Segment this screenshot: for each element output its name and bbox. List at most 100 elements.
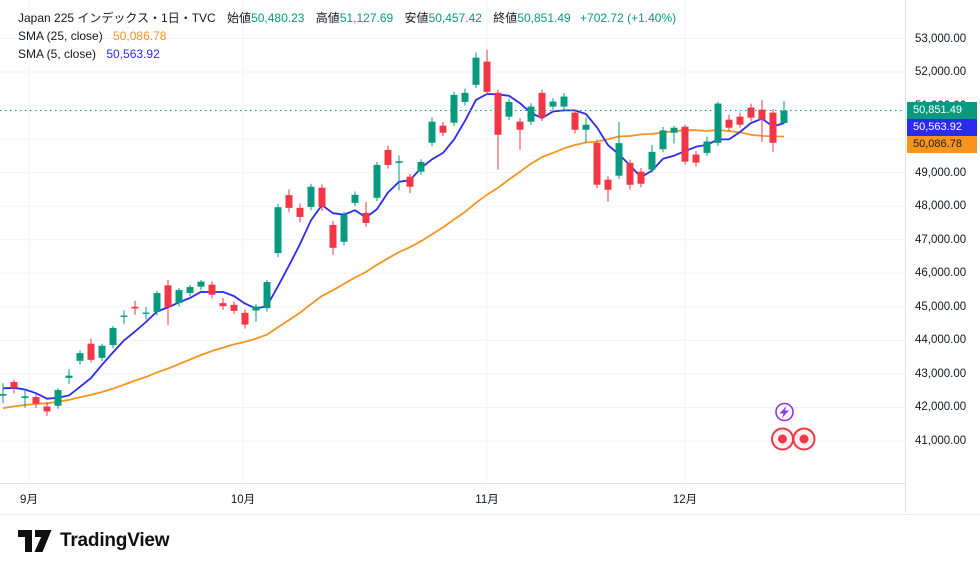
candle-body[interactable] <box>120 315 128 317</box>
candle-body[interactable] <box>714 103 722 143</box>
candle-body[interactable] <box>747 107 755 118</box>
price-axis-label: 41,000.00 <box>915 434 967 447</box>
close-label: 終値 <box>493 11 518 25</box>
legend: Japan 225 インデックス・1日・TVC 始値50,480.23 高値51… <box>18 9 676 63</box>
candle-body[interactable] <box>0 394 7 396</box>
candle-body[interactable] <box>362 212 370 223</box>
candle-body[interactable] <box>615 143 623 176</box>
candle-body[interactable] <box>450 94 458 123</box>
candle-body[interactable] <box>626 162 634 185</box>
candle-body[interactable] <box>758 109 766 120</box>
candle-body[interactable] <box>98 345 106 358</box>
candle-body[interactable] <box>659 130 667 150</box>
candle-body[interactable] <box>483 61 491 92</box>
candle-body[interactable] <box>21 396 29 399</box>
candle-body[interactable] <box>637 171 645 184</box>
price-axis-label: 47,000.00 <box>915 233 967 246</box>
candle-body[interactable] <box>516 121 524 130</box>
candle-body[interactable] <box>395 161 403 163</box>
sma5-value: 50,563.92 <box>106 47 160 61</box>
chart-pane[interactable] <box>0 0 980 513</box>
indicator-row-sma25[interactable]: SMA (25, close) 50,086.78 <box>18 27 676 45</box>
candle-body[interactable] <box>439 125 447 133</box>
candle-body[interactable] <box>241 312 249 325</box>
price-axis[interactable]: 53,000.0052,000.0051,000.0050,000.0049,0… <box>905 0 980 513</box>
candle-body[interactable] <box>780 110 788 124</box>
candle-body[interactable] <box>164 285 172 308</box>
candle-body[interactable] <box>153 293 161 312</box>
candle-body[interactable] <box>43 406 51 412</box>
candle-body[interactable] <box>538 92 546 118</box>
candle-body[interactable] <box>769 112 777 143</box>
candle-body[interactable] <box>472 57 480 85</box>
candlestick-series[interactable] <box>0 49 788 416</box>
candle-body[interactable] <box>65 375 73 378</box>
candle-body[interactable] <box>76 353 84 361</box>
candle-body[interactable] <box>692 154 700 163</box>
candle-body[interactable] <box>263 282 271 309</box>
time-axis-label: 12月 <box>672 494 698 506</box>
candle-body[interactable] <box>593 142 601 185</box>
candle-body[interactable] <box>560 96 568 107</box>
candle-body[interactable] <box>417 161 425 172</box>
candle-body[interactable] <box>175 290 183 304</box>
candle-body[interactable] <box>736 116 744 125</box>
candle-body[interactable] <box>219 303 227 307</box>
candle-body[interactable] <box>351 194 359 203</box>
candle-body[interactable] <box>527 106 535 122</box>
candle-body[interactable] <box>648 151 656 170</box>
candle-body[interactable] <box>329 224 337 248</box>
candle-body[interactable] <box>670 127 678 133</box>
symbol-title[interactable]: Japan 225 インデックス・1日・TVC <box>18 11 216 25</box>
time-axis-label: 10月 <box>230 494 256 506</box>
low-value: 50,457.42 <box>428 11 482 25</box>
sma5-name[interactable]: SMA (5, close) <box>18 47 97 61</box>
candle-body[interactable] <box>142 312 150 314</box>
candle-body[interactable] <box>230 304 238 311</box>
candle-body[interactable] <box>505 101 513 117</box>
candle-body[interactable] <box>604 179 612 190</box>
candle-body[interactable] <box>725 119 733 128</box>
candle-body[interactable] <box>461 92 469 102</box>
symbol-row[interactable]: Japan 225 インデックス・1日・TVC 始値50,480.23 高値51… <box>18 9 676 27</box>
sma5-line[interactable] <box>2 93 785 400</box>
horizontal-gridlines <box>0 38 905 442</box>
candle-body[interactable] <box>340 214 348 242</box>
sma25-line[interactable] <box>2 128 785 410</box>
change-value: +702.72 (+1.40%) <box>580 11 677 25</box>
candle-body[interactable] <box>384 149 392 165</box>
candle-body[interactable] <box>571 112 579 130</box>
candle-body[interactable] <box>10 381 18 388</box>
candle-body[interactable] <box>373 164 381 198</box>
high-value: 51,127.69 <box>339 11 394 25</box>
candle-body[interactable] <box>549 101 557 107</box>
candle-body[interactable] <box>296 207 304 217</box>
candle-body[interactable] <box>131 306 139 309</box>
event-markers[interactable] <box>771 402 816 451</box>
candle-body[interactable] <box>197 281 205 287</box>
candle-body[interactable] <box>307 186 315 207</box>
candle-body[interactable] <box>406 176 414 187</box>
candle-body[interactable] <box>186 287 194 294</box>
candle-body[interactable] <box>274 207 282 254</box>
tradingview-logo[interactable]: TradingView <box>18 530 170 552</box>
candle-body[interactable] <box>318 187 326 207</box>
candle-body[interactable] <box>582 124 590 130</box>
candle-body[interactable] <box>54 389 62 406</box>
candle-body[interactable] <box>87 343 95 360</box>
candle-body[interactable] <box>428 121 436 143</box>
candle-body[interactable] <box>285 195 293 208</box>
candle-body[interactable] <box>252 306 260 311</box>
candle-body[interactable] <box>208 284 216 295</box>
indicator-row-sma5[interactable]: SMA (5, close) 50,563.92 <box>18 45 676 63</box>
candle-body[interactable] <box>109 327 117 346</box>
time-axis[interactable]: 9月 10月 11月 12月 <box>0 483 980 515</box>
candle-body[interactable] <box>703 141 711 153</box>
price-tag: 50,851.49 <box>907 102 977 120</box>
sma25-name[interactable]: SMA (25, close) <box>18 29 103 43</box>
candle-body[interactable] <box>32 397 40 404</box>
candle-body[interactable] <box>681 126 689 162</box>
red-event-dot <box>799 434 809 444</box>
candle-body[interactable] <box>494 92 502 135</box>
